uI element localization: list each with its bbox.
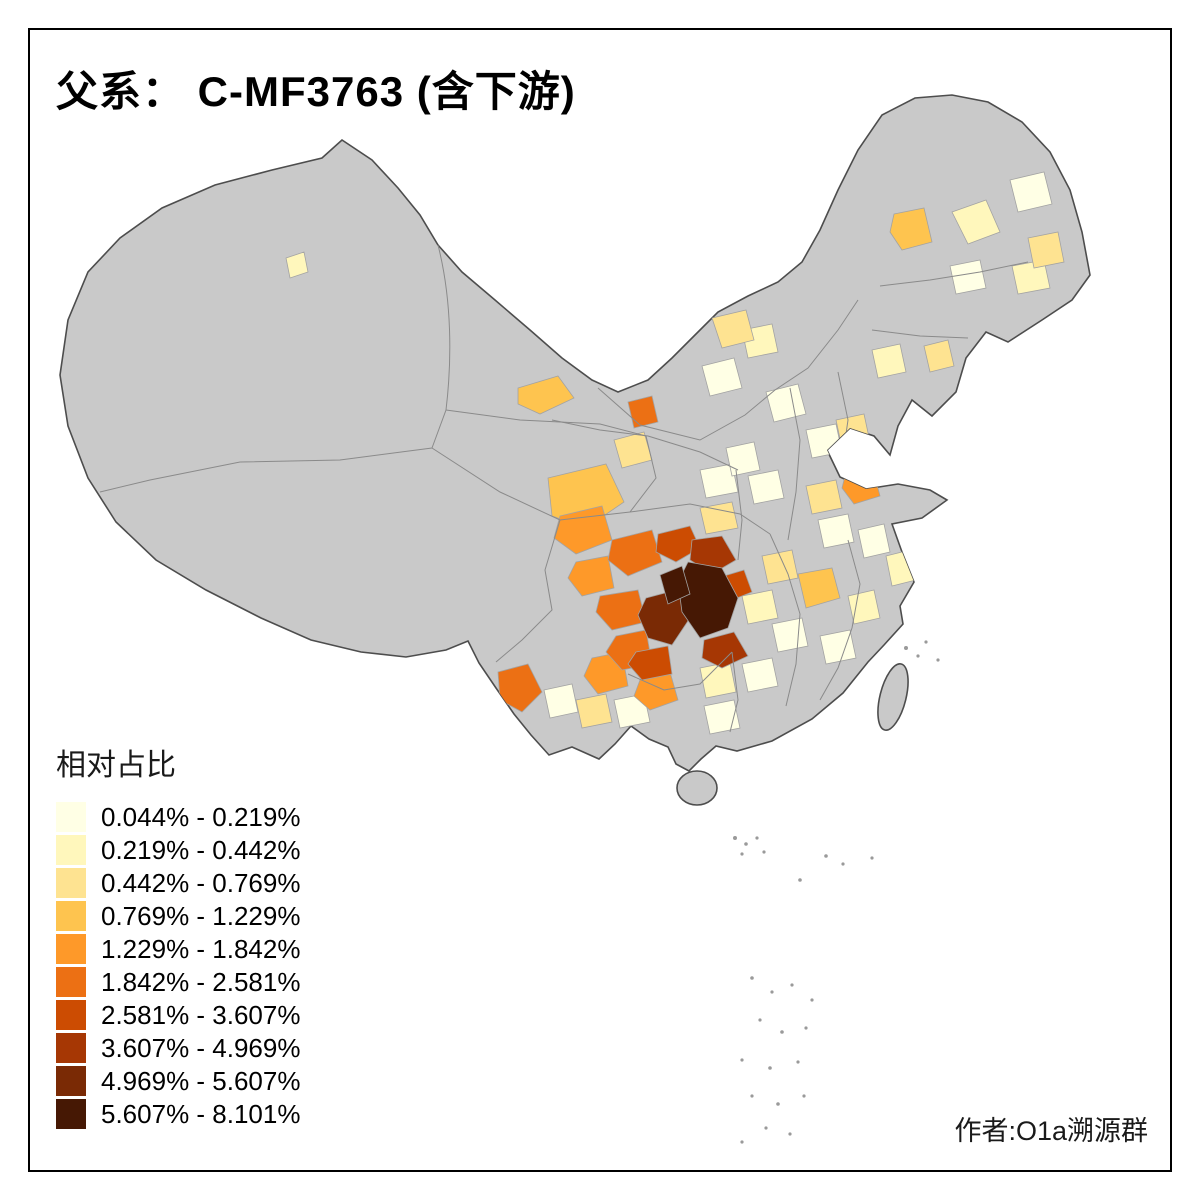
legend-label: 3.607% - 4.969% [101, 1032, 301, 1063]
legend-label: 0.769% - 1.229% [101, 900, 301, 931]
hainan-island [676, 770, 718, 806]
map-region [627, 645, 673, 681]
map-region [711, 309, 755, 349]
legend-item: 2.581% - 3.607% [56, 1000, 300, 1030]
map-region [835, 413, 871, 449]
legend-swatch [56, 967, 86, 997]
legend-item: 0.219% - 0.442% [56, 835, 300, 865]
map-region [575, 693, 613, 729]
map-region [797, 567, 841, 609]
legend-label: 1.229% - 1.842% [101, 933, 301, 964]
legend-label: 4.969% - 5.607% [101, 1065, 301, 1096]
legend-item: 0.044% - 0.219% [56, 802, 300, 832]
map-region [655, 525, 701, 563]
map-region [703, 699, 741, 735]
south-china-sea-islands [733, 640, 940, 1144]
map-region [761, 549, 799, 585]
legend-item: 0.769% - 1.229% [56, 901, 300, 931]
map-region [595, 589, 647, 631]
legend-label: 1.842% - 2.581% [101, 966, 301, 997]
legend-swatch [56, 1066, 86, 1096]
map-region [725, 441, 761, 477]
legend-swatch [56, 802, 86, 832]
legend-label: 0.044% - 0.219% [101, 801, 301, 832]
map-region [517, 375, 575, 415]
map-region [627, 395, 659, 429]
map-region [819, 629, 857, 665]
map-region [607, 529, 663, 577]
legend-swatch [56, 1099, 86, 1129]
map-region [699, 661, 737, 699]
taiwan-island [877, 663, 909, 731]
map-region [553, 505, 613, 555]
legend-swatch [56, 868, 86, 898]
map-region [659, 565, 691, 605]
map-region [1009, 171, 1053, 213]
province-borders [99, 244, 1029, 733]
map-region [701, 631, 749, 669]
legend-swatch [56, 901, 86, 931]
china-landmass [59, 94, 1091, 772]
map-region [871, 343, 907, 379]
map-region [857, 523, 891, 559]
map-region [805, 479, 843, 515]
legend-label: 2.581% - 3.607% [101, 999, 301, 1030]
legend-item: 4.969% - 5.607% [56, 1066, 300, 1096]
map-region [699, 463, 739, 499]
map-region [543, 683, 579, 719]
map-region [701, 357, 743, 397]
map-region [949, 259, 987, 295]
legend: 相对占比 0.044% - 0.219% 0.219% - 0.442% 0.4… [56, 740, 300, 1132]
map-region [747, 469, 785, 505]
map-region [771, 617, 809, 653]
map-region [285, 251, 309, 279]
legend-swatch [56, 934, 86, 964]
legend-label: 0.442% - 0.769% [101, 867, 301, 898]
map-region [1027, 231, 1065, 269]
choropleth-patches [285, 171, 1065, 735]
legend-item: 0.442% - 0.769% [56, 868, 300, 898]
legend-item: 5.607% - 8.101% [56, 1099, 300, 1129]
map-region [741, 657, 779, 693]
legend-swatch [56, 835, 86, 865]
legend-item: 1.842% - 2.581% [56, 967, 300, 997]
legend-swatch [56, 1033, 86, 1063]
figure-title: 父系： C-MF3763 (含下游) [56, 68, 576, 115]
map-region [817, 513, 855, 549]
map-region [847, 589, 881, 625]
map-region [699, 501, 739, 535]
legend-label: 0.219% - 0.442% [101, 834, 301, 865]
map-region [923, 339, 955, 373]
legend-label: 5.607% - 8.101% [101, 1098, 301, 1129]
map-region [765, 383, 807, 423]
legend-item: 1.229% - 1.842% [56, 934, 300, 964]
author-credit: 作者:O1a溯源群 [954, 1116, 1148, 1146]
legend-title: 相对占比 [56, 749, 176, 782]
legend-item: 3.607% - 4.969% [56, 1033, 300, 1063]
map-region [951, 199, 1001, 245]
legend-swatch [56, 1000, 86, 1030]
map-region [567, 555, 615, 597]
map-region [889, 207, 933, 251]
map-region [741, 589, 779, 625]
